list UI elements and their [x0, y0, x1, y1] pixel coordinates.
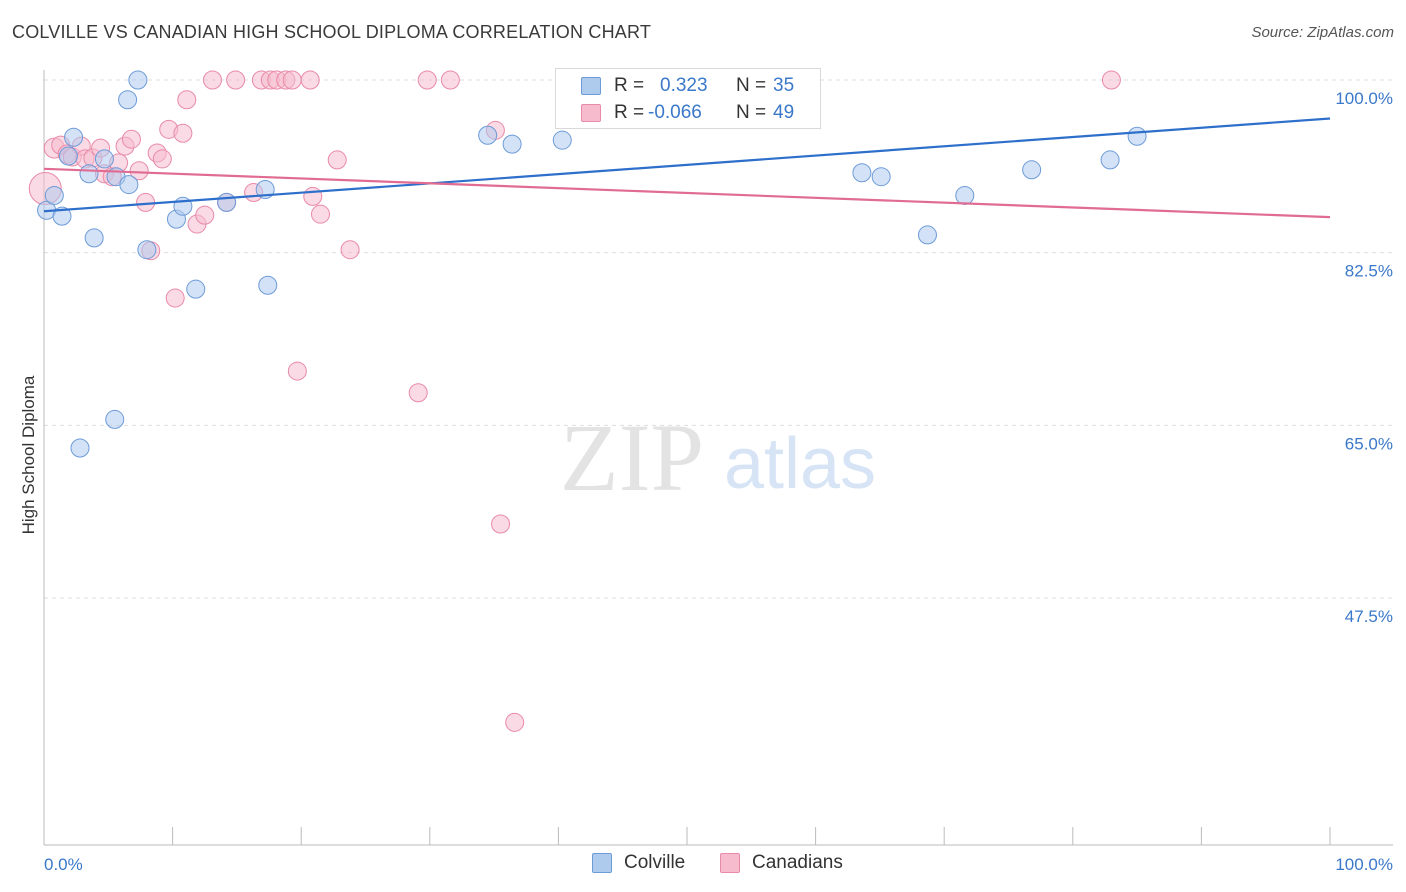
colville-point	[917, 225, 937, 245]
gridlines	[44, 79, 1393, 599]
canadians-point	[129, 161, 149, 181]
colville-point	[79, 164, 99, 184]
legend-colville-label: Colville	[624, 852, 686, 873]
legend-n-label: N =	[736, 102, 767, 123]
trend-lines	[43, 117, 1331, 219]
legend-n-label: N =	[736, 75, 767, 96]
y-tick-label: 47.5%	[1345, 607, 1393, 626]
legend-r-value: 0.323	[660, 75, 708, 96]
canadians-point	[505, 712, 525, 732]
canadians-point	[282, 70, 302, 90]
colville-point	[137, 240, 157, 260]
colville-point	[105, 409, 125, 429]
canadians-point	[121, 129, 141, 149]
canadians-point	[408, 383, 428, 403]
axes	[43, 70, 1393, 846]
canadians-point	[300, 70, 320, 90]
legend-row-colville: R = 0.323 N = 35	[556, 74, 822, 98]
canadians-point	[165, 288, 185, 308]
colville-point	[217, 192, 237, 212]
legend-canadians-label: Canadians	[752, 852, 843, 873]
canadians-point	[417, 70, 437, 90]
legend-n-value: 35	[773, 75, 795, 96]
colville-point	[94, 149, 114, 169]
canadians-point	[1101, 70, 1121, 90]
canadians-point	[327, 150, 347, 170]
canadians-point	[152, 149, 172, 169]
legend-colville-swatch	[592, 853, 612, 873]
legend-swatch-pink	[581, 104, 601, 122]
legend-canadians-swatch	[720, 853, 740, 873]
colville-point	[1022, 160, 1042, 180]
y-tick-label: 100.0%	[1335, 89, 1393, 108]
canadians-point	[440, 70, 460, 90]
canadians-point	[310, 204, 330, 224]
x-tick-label-min: 0.0%	[44, 855, 83, 874]
x-tick-label-max: 100.0%	[1335, 855, 1393, 874]
colville-point	[871, 167, 891, 187]
legend-row-canadians: R = -0.066 N = 49	[556, 101, 822, 125]
watermark-atlas: atlas	[724, 424, 876, 504]
colville-point	[478, 125, 498, 145]
colville-point	[44, 185, 64, 205]
legend-swatch-blue	[581, 77, 601, 95]
canadians-point	[340, 240, 360, 260]
canadians-point	[287, 361, 307, 381]
canadians-point	[195, 205, 215, 225]
canadians-trend-line	[43, 167, 1331, 219]
colville-point	[502, 134, 522, 154]
source-label: Source: ZipAtlas.com	[1251, 24, 1394, 41]
colville-point	[118, 90, 138, 110]
colville-point	[1127, 126, 1147, 146]
chart-title: COLVILLE VS CANADIAN HIGH SCHOOL DIPLOMA…	[12, 22, 652, 42]
y-tick-label: 82.5%	[1345, 262, 1393, 281]
canadians-point	[226, 70, 246, 90]
canadians-point	[491, 514, 511, 534]
canadians-point	[177, 90, 197, 110]
colville-point	[955, 185, 975, 205]
canadians-point	[173, 123, 193, 143]
canadians-points	[28, 70, 1121, 732]
colville-point	[852, 163, 872, 183]
colville-point	[64, 127, 84, 147]
colville-point	[58, 146, 78, 166]
canadians-point	[303, 186, 323, 206]
colville-point	[552, 130, 572, 150]
legend-r-value: -0.066	[648, 102, 702, 123]
colville-point	[119, 175, 139, 195]
y-tick-label: 65.0%	[1345, 434, 1393, 453]
colville-point	[70, 438, 90, 458]
colville-trend-line	[43, 117, 1331, 213]
colville-point	[258, 275, 278, 295]
tick-labels: 100.0% 82.5% 65.0% 47.5% 0.0% 100.0%	[44, 89, 1393, 874]
watermark-zip: ZIP	[560, 404, 704, 511]
correlation-legend: R = 0.323 N = 35 R = -0.066 N = 49	[555, 68, 821, 129]
canadians-point	[202, 70, 222, 90]
colville-point	[84, 228, 104, 248]
legend-r-label: R =	[614, 75, 645, 96]
legend-r-label: R =	[614, 102, 645, 123]
colville-point	[186, 279, 206, 299]
colville-point	[52, 206, 72, 226]
colville-point	[128, 70, 148, 90]
colville-point	[1100, 150, 1120, 170]
legend-n-value: 49	[773, 102, 795, 123]
